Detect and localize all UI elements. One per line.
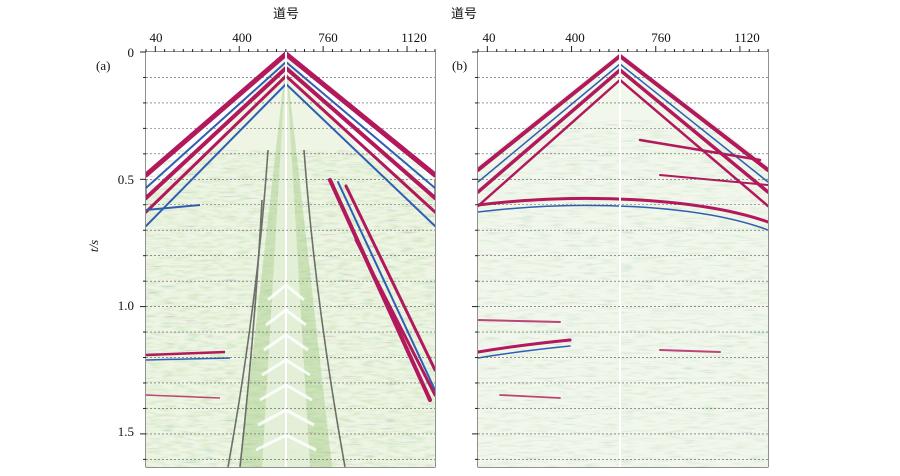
panel-a-gridlines xyxy=(146,77,435,460)
panel-a-dipping-events xyxy=(328,178,435,402)
panel-a-left-ticks xyxy=(140,51,146,460)
panel-a-ytick-3: 1.0 xyxy=(118,298,134,313)
panel-a-top-ticks xyxy=(145,46,436,52)
panel-b-xtick-1: 40 xyxy=(483,30,496,45)
panel-b-reflections xyxy=(478,138,768,399)
panel-b-xlabel: 道号 xyxy=(451,7,477,22)
panel-b-first-arrivals xyxy=(478,54,768,208)
panel-a-label: (a) xyxy=(96,58,110,73)
panel-a-ytick-1: 0 xyxy=(128,45,135,60)
panel-a-first-arrivals xyxy=(146,52,435,227)
panel-a-ytick-4: 1.5 xyxy=(118,424,134,439)
panel-a-xtick-3: 760 xyxy=(318,30,338,45)
panel-a-surface-wave-streaks xyxy=(227,149,346,467)
panel-a-ytick-2: 0.5 xyxy=(118,172,134,187)
panel-a: 道号 40 400 760 1120 0 0.5 1.0 1.5 t/s (a) xyxy=(86,7,436,468)
panel-a-xtick-2: 400 xyxy=(232,30,252,45)
panel-b-top-ticks xyxy=(477,46,769,52)
panel-b-left-ticks xyxy=(472,51,478,460)
panel-b: 道号 40 400 760 1120 (b) xyxy=(451,7,769,468)
panel-a-xtick-4: 1120 xyxy=(401,30,427,45)
panel-b-gridlines xyxy=(478,77,768,460)
panel-b-label: (b) xyxy=(452,58,467,73)
panel-b-xtick-4: 1120 xyxy=(734,30,760,45)
panel-b-noise-red xyxy=(478,120,768,467)
panel-b-xtick-2: 400 xyxy=(565,30,585,45)
panel-a-xtick-1: 40 xyxy=(150,30,163,45)
panel-a-reflections xyxy=(146,204,231,399)
panel-a-ylabel: t/s xyxy=(86,240,101,252)
panel-a-xlabel: 道号 xyxy=(273,7,299,22)
panel-b-xtick-3: 760 xyxy=(651,30,671,45)
